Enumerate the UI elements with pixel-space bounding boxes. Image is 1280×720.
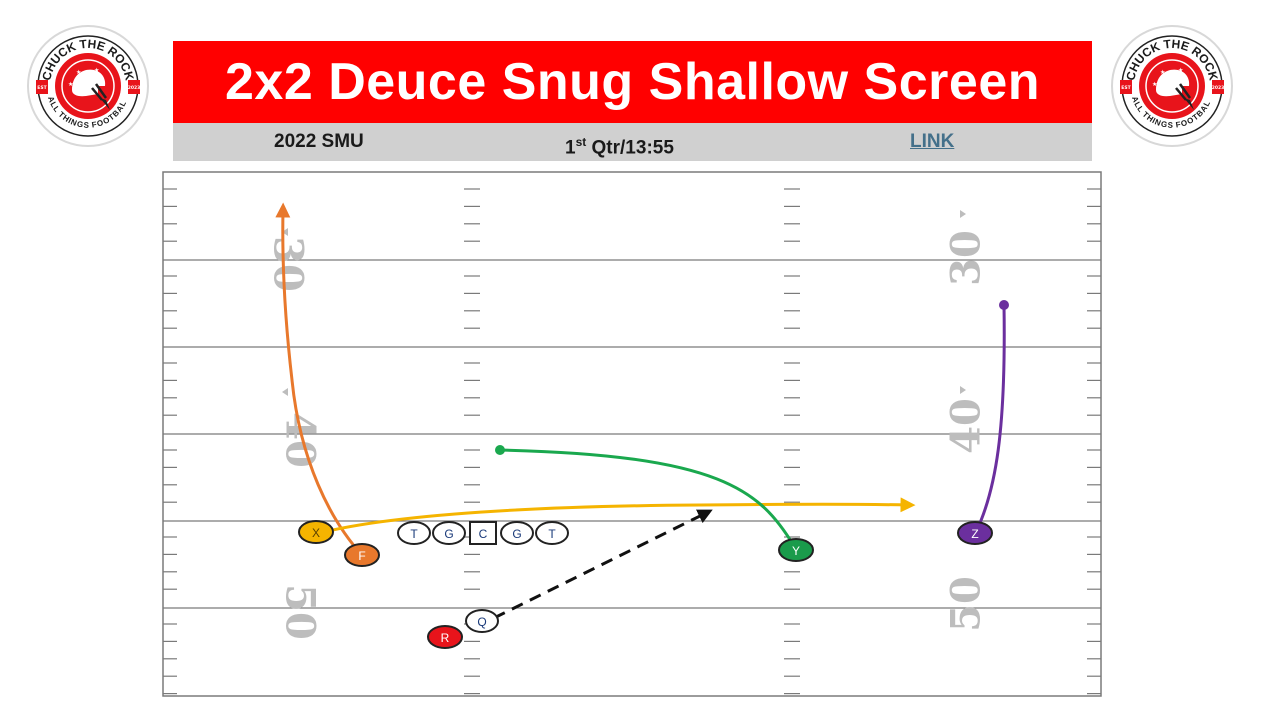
svg-text:★: ★ xyxy=(1160,69,1165,76)
svg-text:★: ★ xyxy=(1178,67,1183,74)
route-y-endpoint xyxy=(495,445,505,455)
yard-number-left-30: 30 xyxy=(265,236,312,292)
player-lt: T xyxy=(397,521,431,545)
game-time-label: 1st Qtr/13:55 xyxy=(565,123,674,161)
yard-number-arrows xyxy=(282,210,966,396)
player-r: R xyxy=(427,625,463,649)
yard-number-right-50: 50 xyxy=(943,576,990,632)
team-label: 2022 SMU xyxy=(274,131,364,152)
player-r-label: R xyxy=(441,631,450,645)
route-y-screen xyxy=(499,448,796,547)
helmet-icon xyxy=(72,69,110,110)
player-z-label: Z xyxy=(971,527,978,541)
player-x-label: X xyxy=(312,526,320,540)
player-lg: G xyxy=(432,521,466,545)
player-x: X xyxy=(298,520,334,544)
route-f-vertical xyxy=(275,202,364,557)
quarter-ordinal: 1 xyxy=(565,137,576,159)
film-link[interactable]: LINK xyxy=(910,131,955,152)
svg-text:★: ★ xyxy=(68,81,73,88)
logo-star: ★ xyxy=(76,69,81,76)
route-x-shallow xyxy=(323,497,916,534)
yard-number-left-40: 40 xyxy=(277,412,324,468)
player-q-label: Q xyxy=(477,615,486,629)
logo-est-right: 2023 xyxy=(1212,85,1225,91)
svg-text:★: ★ xyxy=(1152,81,1157,88)
player-lt-label: T xyxy=(410,527,418,541)
quarter-rest: Qtr/13:55 xyxy=(586,137,674,159)
player-c-label: C xyxy=(479,527,488,541)
chuck-the-rock-logo-left: ★ ★ ★ EST 2023 CHUCK THE ROCK ALL THINGS… xyxy=(26,24,149,147)
yard-number-right-40: 40 xyxy=(943,398,990,454)
player-z: Z xyxy=(957,521,993,545)
logo-est-right: 2023 xyxy=(128,85,141,91)
player-lg-label: G xyxy=(444,527,453,541)
route-z-route xyxy=(974,304,1006,533)
quarter-suffix: st xyxy=(575,135,587,149)
helmet-icon xyxy=(1156,69,1194,110)
player-y: Y xyxy=(778,538,814,562)
player-rg-label: G xyxy=(512,527,521,541)
player-y-label: Y xyxy=(792,544,800,558)
title-bar: 2x2 Deuce Snug Shallow Screen xyxy=(173,41,1092,123)
route-z-endpoint xyxy=(999,300,1009,310)
player-rt: T xyxy=(535,521,569,545)
logo-est-left: EST xyxy=(1121,85,1131,91)
yard-number-right-30: 30 xyxy=(943,230,990,286)
player-f-label: F xyxy=(358,549,365,563)
player-rt-label: T xyxy=(548,527,556,541)
info-bar: 2022 SMU 1st Qtr/13:55 LINK xyxy=(173,123,1092,161)
svg-text:★: ★ xyxy=(94,67,99,74)
player-c: C xyxy=(469,521,497,545)
page-title: 2x2 Deuce Snug Shallow Screen xyxy=(224,53,1040,111)
chuck-the-rock-logo-right: ★ ★ ★ EST 2023 CHUCK THE ROCK ALL THINGS… xyxy=(1110,24,1233,147)
player-q: Q xyxy=(465,609,499,633)
yard-number-left-50: 50 xyxy=(277,584,324,640)
player-f: F xyxy=(344,543,380,567)
player-rg: G xyxy=(500,521,534,545)
logo-est-left: EST xyxy=(37,85,47,91)
